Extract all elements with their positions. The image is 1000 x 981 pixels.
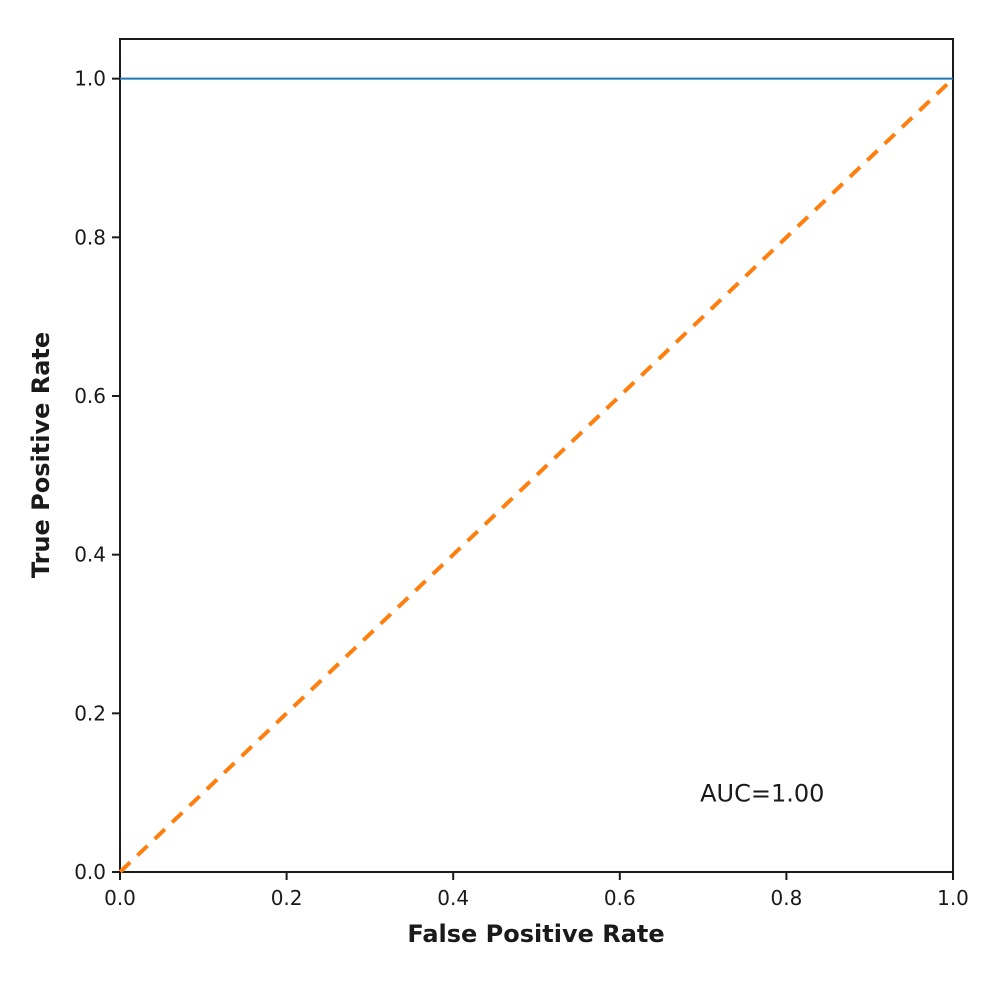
y-tick-label: 0.0 — [74, 860, 106, 884]
chance-line — [118, 77, 955, 874]
y-axis-title: True Positive Rate — [27, 332, 55, 578]
x-tick-label: 0.4 — [437, 886, 469, 910]
x-tick-label: 0.2 — [271, 886, 303, 910]
x-tick-label: 0.0 — [104, 886, 136, 910]
y-tick-label: 0.6 — [74, 384, 106, 408]
x-tick-label: 0.6 — [604, 886, 636, 910]
y-tick-label: 0.2 — [74, 701, 106, 725]
x-axis-title: False Positive Rate — [407, 920, 664, 948]
plot-frame — [119, 38, 954, 873]
ticks-layer: 0.0 0.2 0.4 0.6 0.8 1.0 0.0 0.2 0.4 0.6 0.8 1.0 — [74, 67, 969, 910]
x-tick-label: 1.0 — [937, 886, 969, 910]
y-tick-label: 0.4 — [74, 543, 106, 567]
x-tick-label: 0.8 — [770, 886, 802, 910]
auc-annotation: AUC=1.00 — [700, 780, 824, 808]
y-tick-label: 0.8 — [74, 225, 106, 249]
y-tick-label: 1.0 — [74, 67, 106, 91]
series-layer — [118, 77, 955, 874]
